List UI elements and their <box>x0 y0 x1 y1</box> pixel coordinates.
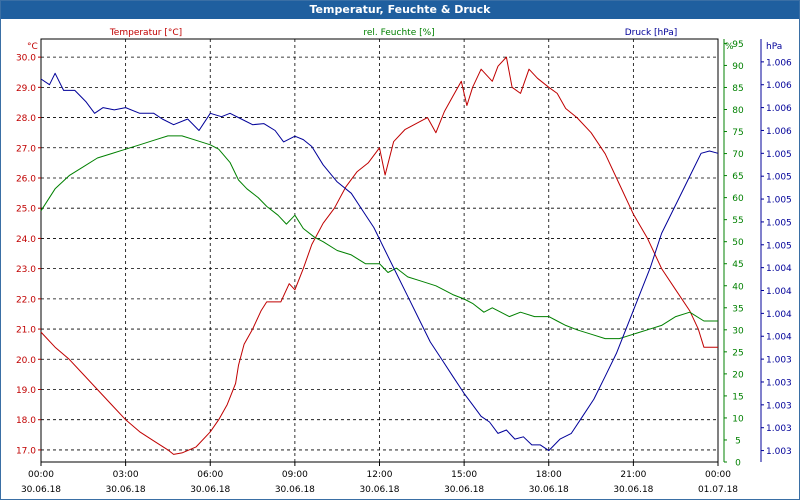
pressure-tick-label: 1.005 <box>766 150 792 160</box>
humidity-tick-label: 15 <box>732 392 743 402</box>
humidity-tick-label: 75 <box>732 128 743 138</box>
humidity-tick-label: 60 <box>732 194 744 204</box>
pressure-tick-label: 1.003 <box>766 424 792 434</box>
temperature-series-line <box>40 56 718 455</box>
temp-tick-label: 28.0 <box>16 114 36 124</box>
temp-tick-label: 18.0 <box>16 416 36 426</box>
grid-lines <box>41 39 718 462</box>
temp-tick-label: 22.0 <box>16 295 36 305</box>
temp-tick-label: 24.0 <box>16 235 36 245</box>
x-tick-date-label: 30.06.18 <box>275 485 315 495</box>
temp-tick-label: 27.0 <box>16 144 36 154</box>
humidity-tick-label: 95 <box>732 40 743 50</box>
humidity-tick-label: 35 <box>732 304 743 314</box>
humidity-unit-label: % <box>725 42 734 52</box>
x-tick-date-label: 30.06.18 <box>190 485 230 495</box>
pressure-tick-label: 1.006 <box>766 81 792 91</box>
humidity-tick-label: 20 <box>732 370 744 380</box>
humidity-series-line <box>40 135 718 340</box>
humidity-tick-label: 80 <box>732 106 744 116</box>
humidity-tick-label: 40 <box>732 282 744 292</box>
humidity-tick-label: 55 <box>732 216 743 226</box>
humidity-tick-label: 30 <box>732 326 744 336</box>
x-tick-time-label: 09:00 <box>282 470 308 480</box>
temp-tick-label: 23.0 <box>16 265 36 275</box>
x-tick-date-label: 30.06.18 <box>106 485 146 495</box>
pressure-tick-label: 1.003 <box>766 447 792 457</box>
humidity-tick-label: 5 <box>735 436 741 446</box>
x-tick-date-label: 01.07.18 <box>698 485 738 495</box>
x-tick-date-label: 30.06.18 <box>529 485 569 495</box>
x-tick-time-label: 15:00 <box>451 470 477 480</box>
temp-tick-label: 25.0 <box>16 205 36 215</box>
pressure-tick-label: 1.005 <box>766 196 792 206</box>
humidity-tick-label: 50 <box>732 238 744 248</box>
x-tick-time-label: 21:00 <box>620 470 646 480</box>
pressure-tick-label: 1.004 <box>766 287 792 297</box>
pressure-axis-title: Druck [hPa] <box>625 28 678 38</box>
series-lines <box>40 56 719 455</box>
temp-tick-label: 26.0 <box>16 174 36 184</box>
pressure-tick-label: 1.006 <box>766 104 792 114</box>
x-tick-time-label: 00:00 <box>705 470 731 480</box>
temp-tick-label: 19.0 <box>16 386 36 396</box>
humidity-tick-label: 10 <box>732 414 744 424</box>
x-tick-time-label: 06:00 <box>197 470 223 480</box>
temp-axis-title: Temperatur [°C] <box>109 28 182 38</box>
pressure-tick-label: 1.005 <box>766 173 792 183</box>
pressure-unit-label: hPa <box>766 42 782 52</box>
x-tick-date-label: 30.06.18 <box>21 485 61 495</box>
x-tick-time-label: 00:00 <box>28 470 54 480</box>
x-tick-date-label: 30.06.18 <box>444 485 484 495</box>
humidity-tick-label: 0 <box>735 459 741 469</box>
temp-tick-label: 29.0 <box>16 84 36 94</box>
humidity-tick-label: 65 <box>732 172 743 182</box>
pressure-tick-label: 1.006 <box>766 58 792 68</box>
pressure-tick-label: 1.003 <box>766 378 792 388</box>
temp-unit-label: °C <box>27 42 38 52</box>
pressure-tick-label: 1.004 <box>766 333 792 343</box>
pressure-tick-label: 1.003 <box>766 356 792 366</box>
chart-title: Temperatur, Feuchte & Druck <box>1 1 799 19</box>
humidity-tick-label: 85 <box>732 84 743 94</box>
x-tick-date-label: 30.06.18 <box>359 485 399 495</box>
humidity-axis-title: rel. Feuchte [%] <box>363 28 434 38</box>
humidity-tick-label: 25 <box>732 348 743 358</box>
x-tick-date-label: 30.06.18 <box>613 485 653 495</box>
pressure-series-line <box>40 72 719 452</box>
temp-tick-label: 17.0 <box>16 446 36 456</box>
x-tick-time-label: 12:00 <box>367 470 393 480</box>
pressure-tick-label: 1.004 <box>766 264 792 274</box>
temp-tick-label: 20.0 <box>16 356 36 366</box>
pressure-tick-label: 1.003 <box>766 401 792 411</box>
pressure-tick-label: 1.004 <box>766 310 792 320</box>
temp-tick-label: 30.0 <box>16 54 36 64</box>
pressure-tick-label: 1.005 <box>766 218 792 228</box>
humidity-tick-label: 45 <box>732 260 743 270</box>
temp-tick-label: 21.0 <box>16 326 36 336</box>
pressure-tick-label: 1.006 <box>766 127 792 137</box>
axes <box>38 38 764 466</box>
x-tick-time-label: 03:00 <box>113 470 139 480</box>
x-tick-time-label: 18:00 <box>536 470 562 480</box>
humidity-tick-label: 70 <box>732 150 744 160</box>
pressure-tick-label: 1.005 <box>766 241 792 251</box>
axis-labels: 17.0 18.0 19.0 20.0 21.0 22.0 23.0 24.0 25.0 26.0… <box>16 28 792 495</box>
humidity-tick-label: 90 <box>732 62 744 72</box>
